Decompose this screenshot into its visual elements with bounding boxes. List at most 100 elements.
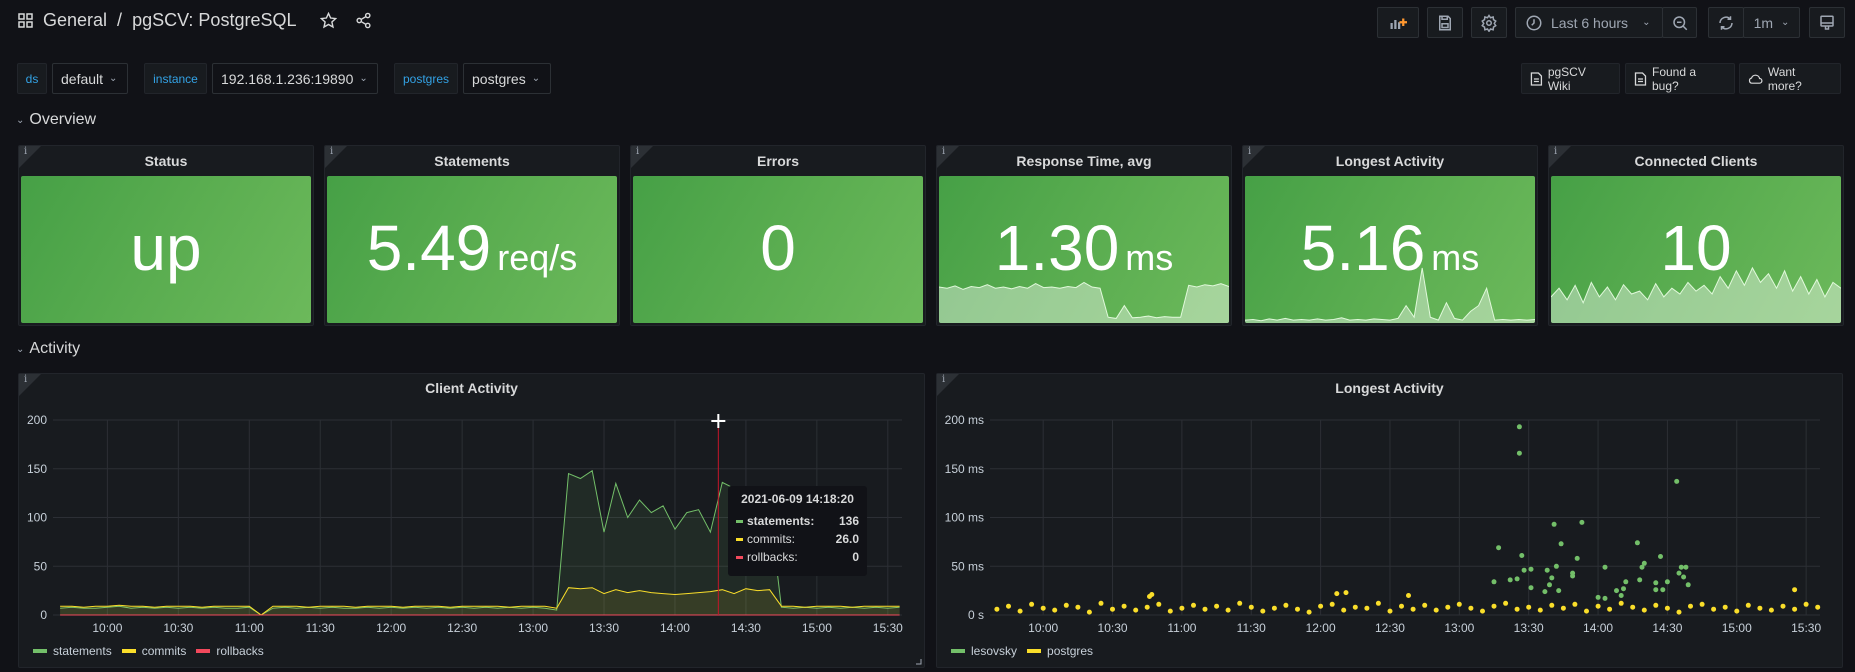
scatter-point-postgres [1792,587,1798,593]
scatter-point-lesovsky [1602,564,1608,570]
stat-value: 10 [1660,212,1732,284]
x-tick-label: 15:30 [873,621,903,635]
resize-handle-icon[interactable] [916,659,922,665]
panel-client-activity[interactable]: i Client Activity 0 50 100 150 200 10:00 10:30… [18,373,925,668]
client-activity-chart[interactable]: 0 50 100 150 200 10:00 10:30 11:00 11:30 12:00 12:… [19,374,926,669]
tooltip-value: 26.0 [835,532,859,546]
y-tick-label: 150 [27,462,47,476]
scatter-point-lesovsky [1514,576,1520,582]
share-icon[interactable] [355,12,372,29]
x-tick-label: 11:30 [1237,621,1266,635]
x-tick-label: 10:00 [92,621,122,635]
scatter-point-postgres [1757,605,1763,611]
stat-panel-connected-clients[interactable]: i Connected Clients 10 [1548,145,1844,326]
zoom-out-button[interactable] [1662,7,1697,38]
time-range-picker[interactable]: Last 6 hours ⌄ [1515,7,1663,38]
panel-info-icon[interactable]: i [631,146,653,168]
stat-panel-longest-activity[interactable]: i Longest Activity 5.16 ms [1242,145,1538,326]
scatter-point-postgres [1410,606,1416,612]
panel-info-icon[interactable]: i [325,146,347,168]
breadcrumb-separator: / [117,10,123,30]
scatter-point-lesovsky [1634,540,1640,546]
chevron-down-icon: ⌄ [1781,17,1790,28]
legend-item-commits[interactable]: commits [121,644,186,658]
legend-item-postgres[interactable]: postgres [1027,644,1093,658]
scatter-point-postgres [1664,605,1670,611]
link-pgscv-wiki[interactable]: pgSCV Wiki [1521,63,1620,94]
panel-info-icon[interactable]: i [1243,146,1265,168]
panel-title: Statements [434,152,510,169]
tv-mode-button[interactable] [1809,7,1845,38]
scatter-point-lesovsky [1660,587,1666,593]
row-overview[interactable]: ⌄ Overview [16,111,96,129]
legend-swatch [196,649,211,653]
scatter-point-postgres [1433,607,1439,613]
stat-panel-response-time-avg[interactable]: i Response Time, avg 1.30 ms [936,145,1232,326]
chevron-down-icon: ⌄ [359,73,368,84]
sparkline-area [939,282,1229,323]
panel-info-icon[interactable]: i [1549,146,1571,168]
link-want-more[interactable]: Want more? [1739,63,1841,94]
breadcrumb-folder[interactable]: General [43,10,108,30]
legend-swatch [121,649,136,653]
x-tick-label: 11:00 [1167,621,1196,635]
panel-info-icon[interactable]: i [19,146,41,168]
scatter-point-lesovsky [1614,588,1619,594]
y-tick-label: 150 ms [945,462,984,476]
y-tick-label: 0 s [968,608,984,622]
save-dashboard-button[interactable] [1427,7,1463,38]
scatter-point-postgres [1406,593,1411,598]
x-tick-label: 15:00 [1722,621,1752,635]
dashboard-settings-button[interactable] [1471,7,1507,38]
legend-swatch [951,649,965,653]
y-tick-label: 50 [34,559,48,573]
refresh-button[interactable] [1708,7,1744,38]
legend-item-lesovsky[interactable]: lesovsky [951,644,1017,658]
scatter-point-lesovsky [1623,579,1629,585]
legend-item-rollbacks[interactable]: rollbacks [196,644,264,658]
stat-value: 5.49 [366,212,492,284]
scatter-point-lesovsky [1542,589,1548,595]
link-label: pgSCV Wiki [1547,64,1586,93]
panel-info-icon[interactable]: i [937,146,959,168]
panel-longest-activity[interactable]: i Longest Activity 0 s 50 ms 100 ms 150 ms 2… [936,373,1843,668]
panel-info-icon[interactable]: i [937,374,959,396]
legend-label: rollbacks [216,644,264,658]
x-tick-label: 12:00 [1306,621,1336,635]
sparkline-area [1551,267,1841,323]
legend-item-statements[interactable]: statements [33,644,112,658]
gear-icon [1481,13,1497,32]
variable-dropdown-ds[interactable]: default ⌄ [52,63,128,94]
stat-panel-statements[interactable]: i Statements 5.49 req/s [324,145,620,326]
scatter-point-postgres [1248,604,1254,610]
scatter-point-postgres [1086,609,1092,615]
scatter-point-postgres [1514,606,1520,612]
row-title: Overview [29,111,97,128]
x-tick-label: 14:30 [1652,621,1682,635]
stat-unit: req/s [497,237,578,278]
sparkline [939,281,1229,323]
add-panel-button[interactable] [1377,7,1419,38]
stat-panel-status[interactable]: i Status up [18,145,314,326]
y-tick-label: 0 [40,608,47,622]
dashboard-title[interactable]: pgSCV: PostgreSQL [132,10,297,30]
y-tick-label: 50 ms [951,559,984,573]
variable-value: postgres [472,70,526,87]
sparkline-line [939,281,1229,319]
variable-dropdown-instance[interactable]: 192.168.1.236:19890 ⌄ [212,63,378,94]
stat-panel-errors[interactable]: i Errors 0 [630,145,926,326]
scatter-point-postgres [1734,608,1740,614]
scatter-point-lesovsky [1595,594,1601,600]
scatter-point-postgres [1133,607,1139,613]
star-icon[interactable] [320,12,338,29]
scatter-point-postgres [1560,605,1566,611]
series-area-statements [60,470,900,615]
refresh-interval-picker[interactable]: 1m ⌄ [1743,7,1800,38]
x-tick-label: 10:00 [1028,621,1058,635]
chevron-down-icon: ⌄ [109,73,118,84]
longest-activity-chart[interactable]: 0 s 50 ms 100 ms 150 ms 200 ms 10:00 10:30 11:0… [937,374,1844,669]
panel-info-icon[interactable]: i [19,374,41,396]
variable-dropdown-postgres[interactable]: postgres ⌄ [463,63,551,94]
row-activity[interactable]: ⌄ Activity [16,340,80,358]
link-found-a-bug[interactable]: Found a bug? [1625,63,1735,94]
